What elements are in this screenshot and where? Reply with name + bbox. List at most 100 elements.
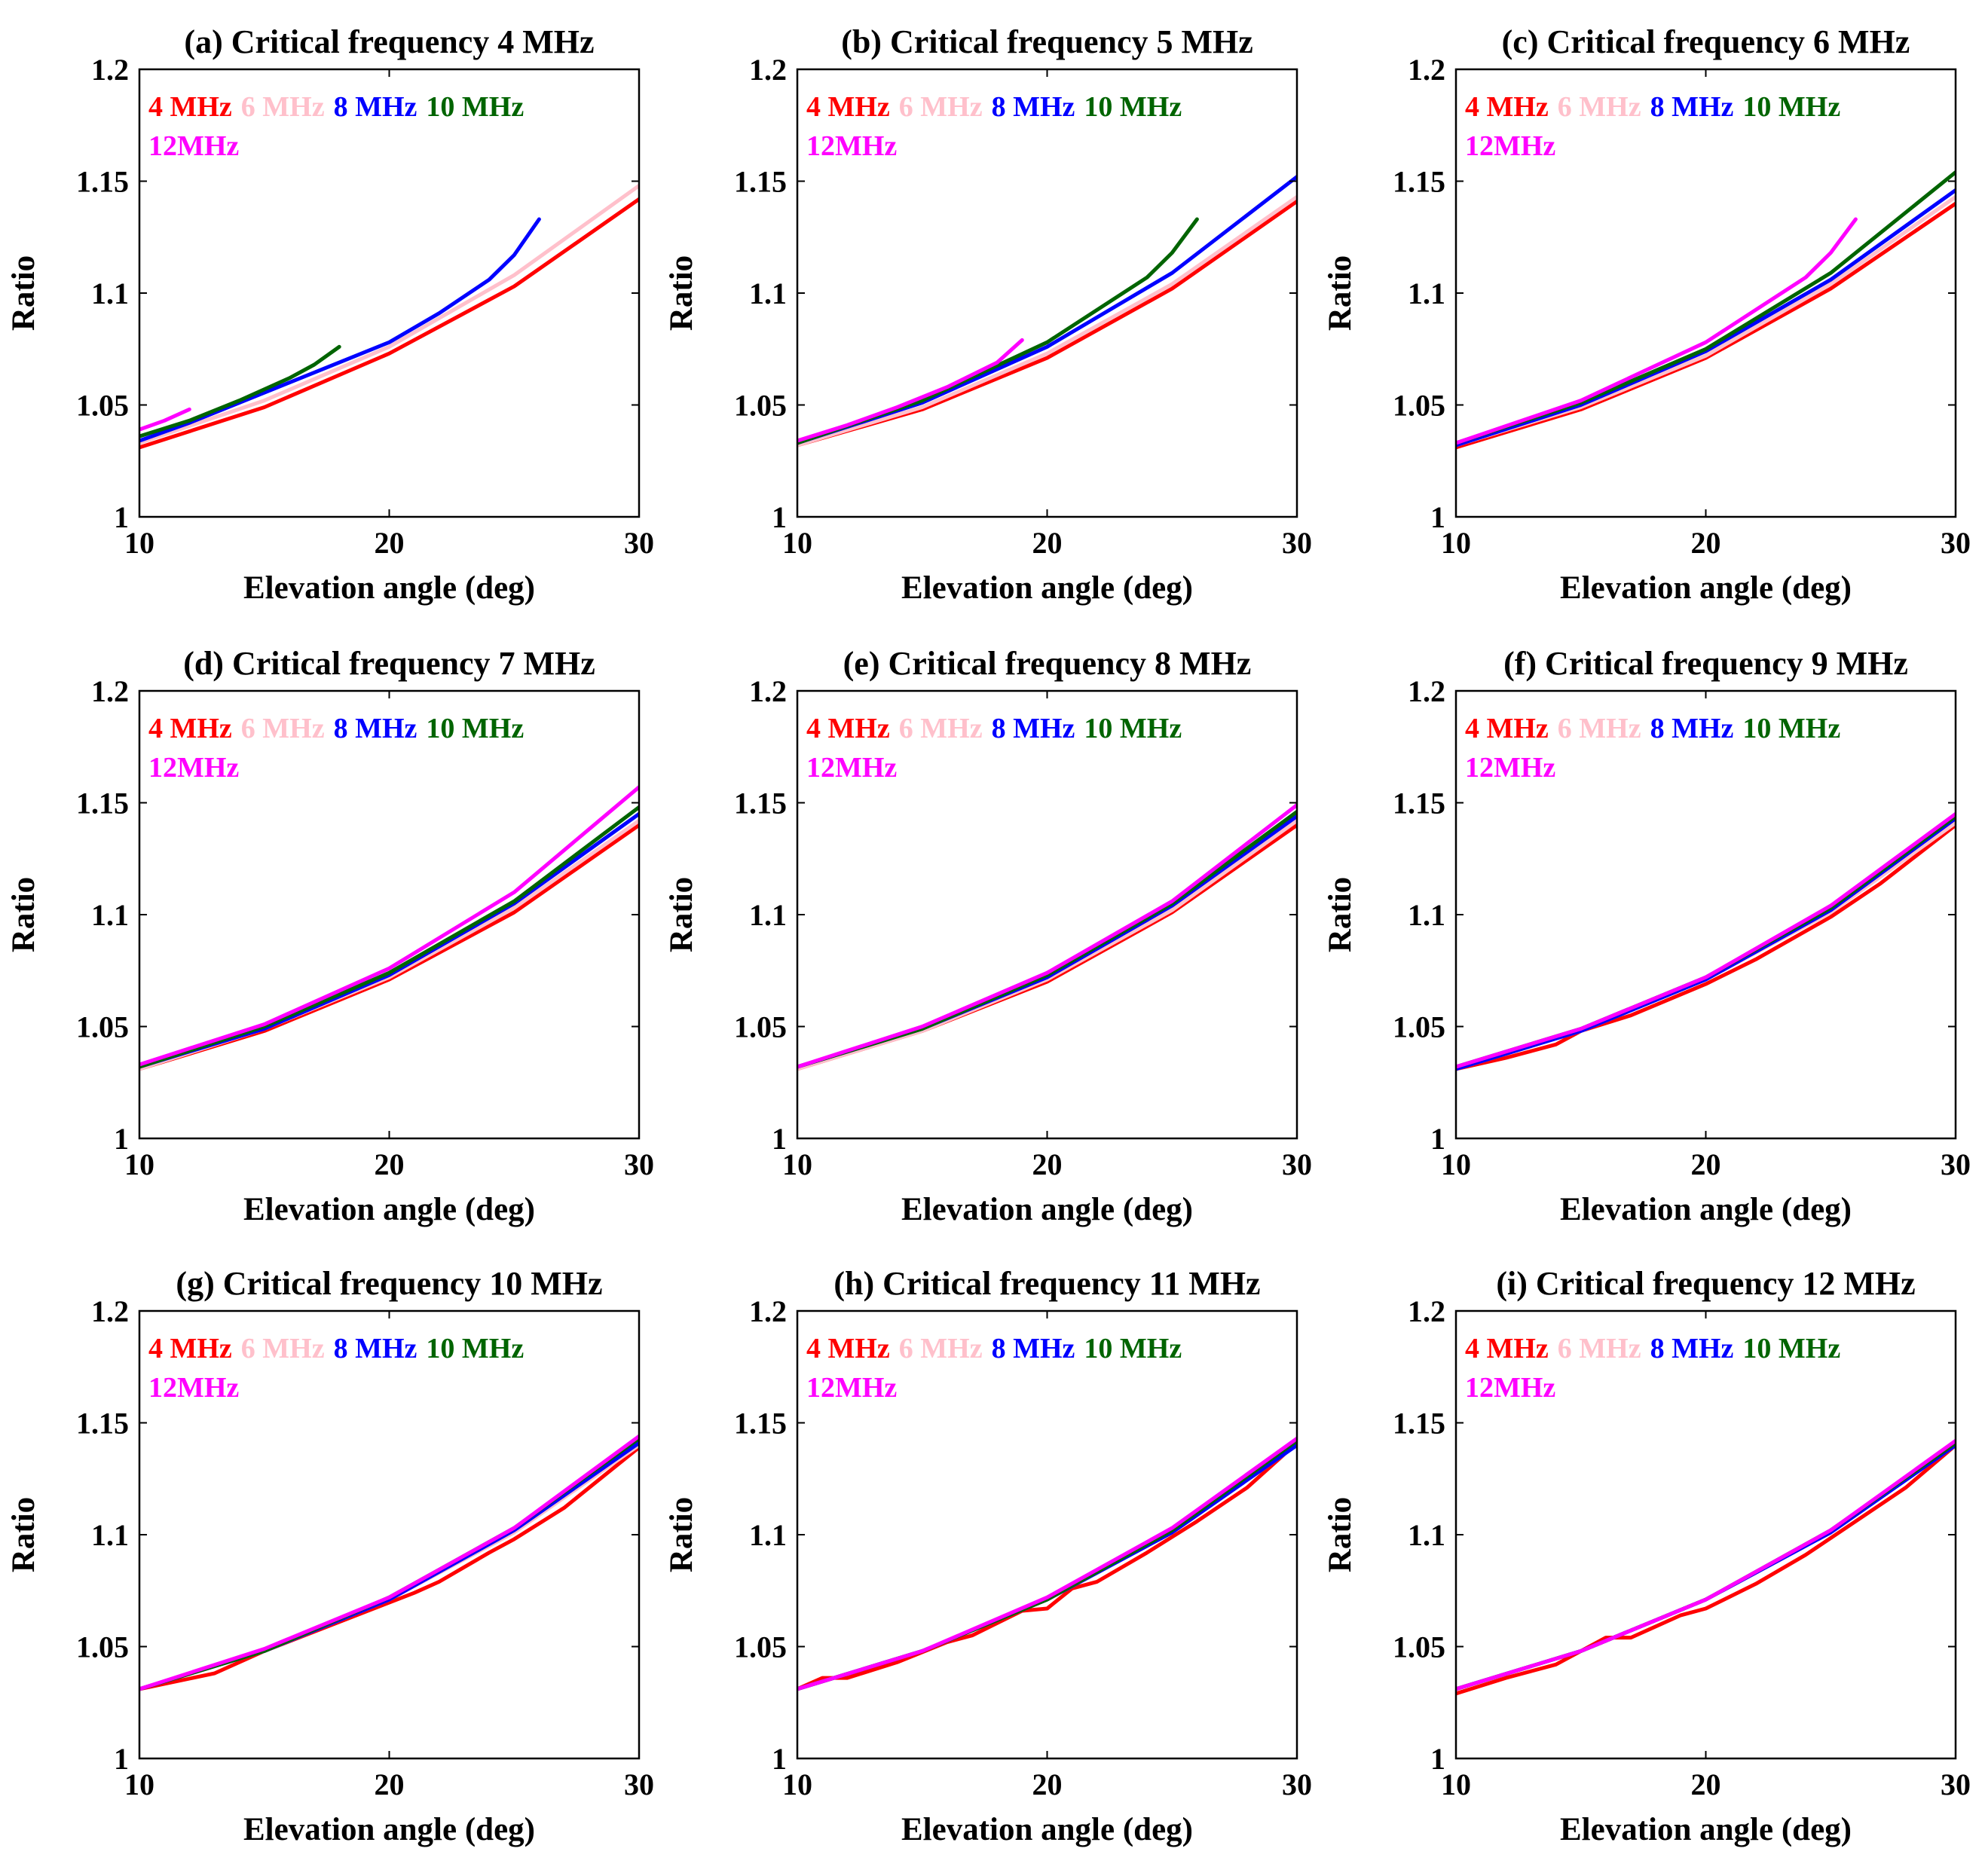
legend-row: 4 MHz 6 MHz 8 MHz 10 MHz [148,91,524,123]
legend: 4 MHz 6 MHz 8 MHz 10 MHz 12MHz [148,713,524,784]
y-tick-label: 1.05 [76,1010,129,1044]
series-line-10mhz [139,805,639,1069]
legend-row: 12MHz [806,1372,897,1404]
x-axis-label: Elevation angle (deg) [243,1192,535,1227]
legend-entry: 12MHz [806,752,897,784]
legend-entry: 8 MHz [992,1333,1075,1364]
panel-title: (h) Critical frequency 11 MHz [833,1265,1260,1302]
y-axis-label: Ratio [6,1497,41,1572]
legend-row: 4 MHz 6 MHz 8 MHz 10 MHz [806,713,1182,744]
legend: 4 MHz 6 MHz 8 MHz 10 MHz 12MHz [806,713,1182,784]
axes-box [796,1309,1298,1760]
series-line-12mhz [1456,217,1858,445]
legend-entry: 12MHz [1465,752,1555,784]
x-tick-label: 10 [782,526,812,560]
x-tick-label: 20 [1691,1147,1721,1181]
legend-entry: 4 MHz [806,1333,890,1364]
series-line-4mhz [1456,201,1956,450]
x-tick-label: 20 [1032,526,1063,560]
y-tick-label: 1.2 [1408,1294,1445,1328]
y-tick-label: 1.15 [76,1407,129,1441]
legend-entry: 6 MHz [241,1333,325,1364]
series-group [797,1436,1297,1691]
y-tick-label: 1 [772,500,787,534]
y-axis-label: Ratio [6,255,41,331]
legend-entry: 6 MHz [1558,713,1641,744]
series-line-4mhz [1456,1443,1956,1696]
chart-panel: 10 20 30 1 1.05 1.1 1.15 1.2 (i) Critical freque… [1323,1265,1971,1847]
series-group [139,183,639,450]
legend-entry: 10 MHz [426,91,524,123]
chart-panel: 10 20 30 1 1.05 1.1 1.15 1.2 (e) Critical freque… [664,645,1312,1227]
x-axis-label: Elevation angle (deg) [901,570,1193,606]
x-axis-label: Elevation angle (deg) [901,1812,1193,1847]
y-tick-label: 1 [1430,1742,1445,1776]
legend-entry: 8 MHz [334,1333,417,1364]
plot-area [1456,69,1956,517]
y-tick-label: 1.1 [91,898,129,932]
y-tick-label: 1.1 [749,277,787,310]
y-tick-label: 1.15 [1393,1407,1445,1441]
legend-entry: 4 MHz [806,713,890,744]
y-axis-label: Ratio [1323,1497,1358,1572]
legend-entry: 4 MHz [1465,1333,1549,1364]
legend-entry: 4 MHz [148,1333,232,1364]
y-tick-label: 1 [114,500,129,534]
legend: 4 MHz 6 MHz 8 MHz 10 MHz 12MHz [806,1333,1182,1404]
legend-entry: 10 MHz [1084,91,1182,123]
legend-entry: 6 MHz [899,91,983,123]
plot-area [797,691,1297,1138]
series-line-6mhz [797,818,1297,1071]
legend-entry: 4 MHz [1465,713,1549,744]
series-line-12mhz [797,338,1024,443]
y-tick-label: 1.15 [734,787,787,820]
y-tick-label: 1.2 [749,53,787,87]
y-tick-label: 1.2 [1408,674,1445,708]
x-tick-label: 30 [1282,1768,1312,1801]
legend-entry: 12MHz [148,752,239,784]
series-group [797,175,1297,448]
legend-row: 4 MHz 6 MHz 8 MHz 10 MHz [148,713,524,744]
series-group [1456,811,1956,1071]
y-axis-label: Ratio [664,255,699,331]
series-line-4mhz [139,1445,639,1691]
series-line-12mhz [797,1436,1297,1691]
series-line-12mhz [139,1434,639,1691]
x-tick-label: 30 [1941,1147,1971,1181]
axes-box [1454,68,1957,518]
legend-row: 4 MHz 6 MHz 8 MHz 10 MHz [806,1333,1182,1364]
panel-title: (i) Critical frequency 12 MHz [1496,1265,1915,1302]
legend-entry: 12MHz [806,130,897,162]
series-line-4mhz [139,197,639,450]
legend-entry: 10 MHz [1742,713,1840,744]
y-tick-label: 1.1 [1408,1518,1445,1552]
axes-box [796,689,1298,1140]
y-tick-label: 1.1 [91,1518,129,1552]
series-line-4mhz [1456,823,1956,1071]
plot-area [139,691,639,1138]
x-axis-label: Elevation angle (deg) [1560,570,1852,606]
legend-entry: 8 MHz [334,91,417,123]
y-tick-label: 1 [114,1122,129,1156]
chart-panel: 10 20 30 1 1.05 1.1 1.15 1.2 (a) Critical freque… [6,23,654,606]
legend-entry: 10 MHz [1084,1333,1182,1364]
y-tick-label: 1 [772,1742,787,1776]
x-tick-label: 20 [1032,1147,1063,1181]
x-tick-label: 20 [375,1147,405,1181]
y-tick-label: 1.05 [76,389,129,423]
y-tick-label: 1.2 [749,674,787,708]
chart-panel: 10 20 30 1 1.05 1.1 1.15 1.2 (c) Critical freque… [1323,23,1971,606]
panel-title: (d) Critical frequency 7 MHz [183,645,595,682]
y-tick-label: 1 [1430,500,1445,534]
series-group [139,785,639,1071]
y-tick-label: 1.2 [1408,53,1445,87]
x-tick-label: 10 [124,1768,154,1801]
series-line-12mhz [139,407,191,432]
legend-row: 12MHz [806,130,897,162]
legend-entry: 8 MHz [1650,91,1734,123]
legend-entry: 6 MHz [899,1333,983,1364]
y-axis-label: Ratio [664,1497,699,1572]
legend-entry: 4 MHz [148,713,232,744]
y-tick-label: 1.2 [749,1294,787,1328]
